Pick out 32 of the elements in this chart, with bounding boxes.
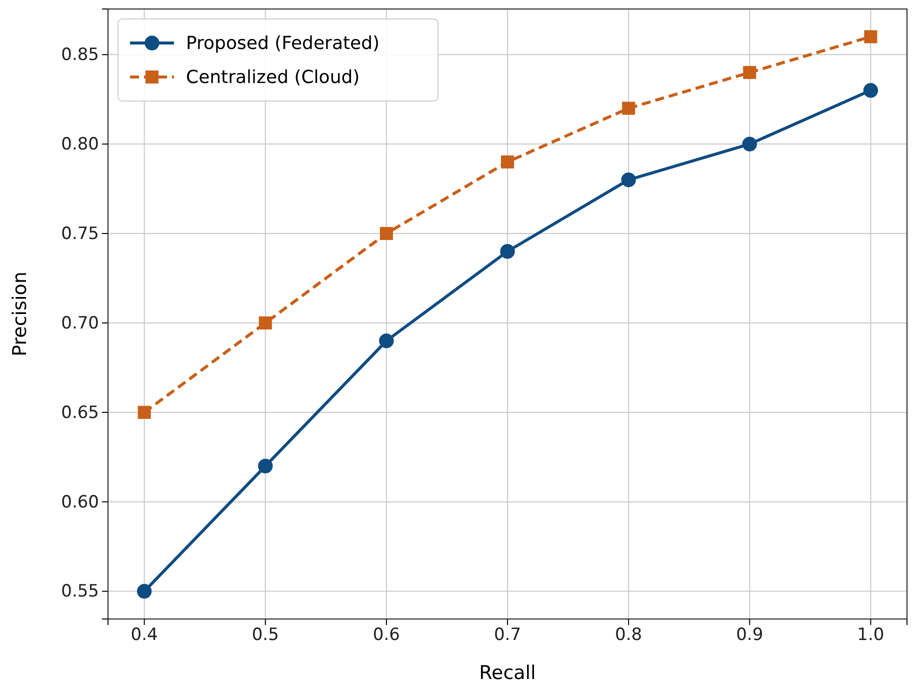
point [864, 30, 878, 44]
point [136, 584, 152, 599]
y-tick-label: 0.70 [61, 313, 99, 334]
x-tick-label: 0.5 [252, 625, 279, 646]
x-tick-label: 0.4 [130, 625, 158, 646]
x-tick-label: 1.0 [857, 625, 884, 646]
y-tick-label: 0.55 [61, 582, 99, 602]
point [258, 316, 272, 330]
point [742, 136, 757, 152]
legend-label: Centralized (Cloud) [186, 67, 360, 88]
point [379, 333, 394, 348]
point [258, 458, 273, 474]
x-tick-label: 0.9 [736, 625, 764, 646]
point [863, 83, 878, 98]
point [621, 172, 636, 188]
y-tick-label: 0.65 [61, 402, 99, 423]
point [500, 244, 515, 259]
y-tick-label: 0.60 [61, 492, 99, 512]
point [622, 102, 636, 115]
point [138, 406, 151, 419]
y-tick-label: 0.85 [61, 45, 99, 66]
y-axis-title: Precision [9, 272, 31, 356]
y-tick-label: 0.80 [61, 134, 99, 154]
legend-label: Proposed (Federated) [186, 33, 380, 54]
x-tick-label: 0.8 [615, 625, 642, 646]
point [380, 226, 393, 240]
x-tick-label: 0.7 [494, 625, 522, 646]
x-axis-title: Recall [479, 662, 536, 684]
point [743, 66, 756, 80]
x-tick-label: 0.6 [372, 625, 400, 646]
y-tick-label: 0.75 [61, 224, 99, 244]
point [500, 155, 514, 168]
